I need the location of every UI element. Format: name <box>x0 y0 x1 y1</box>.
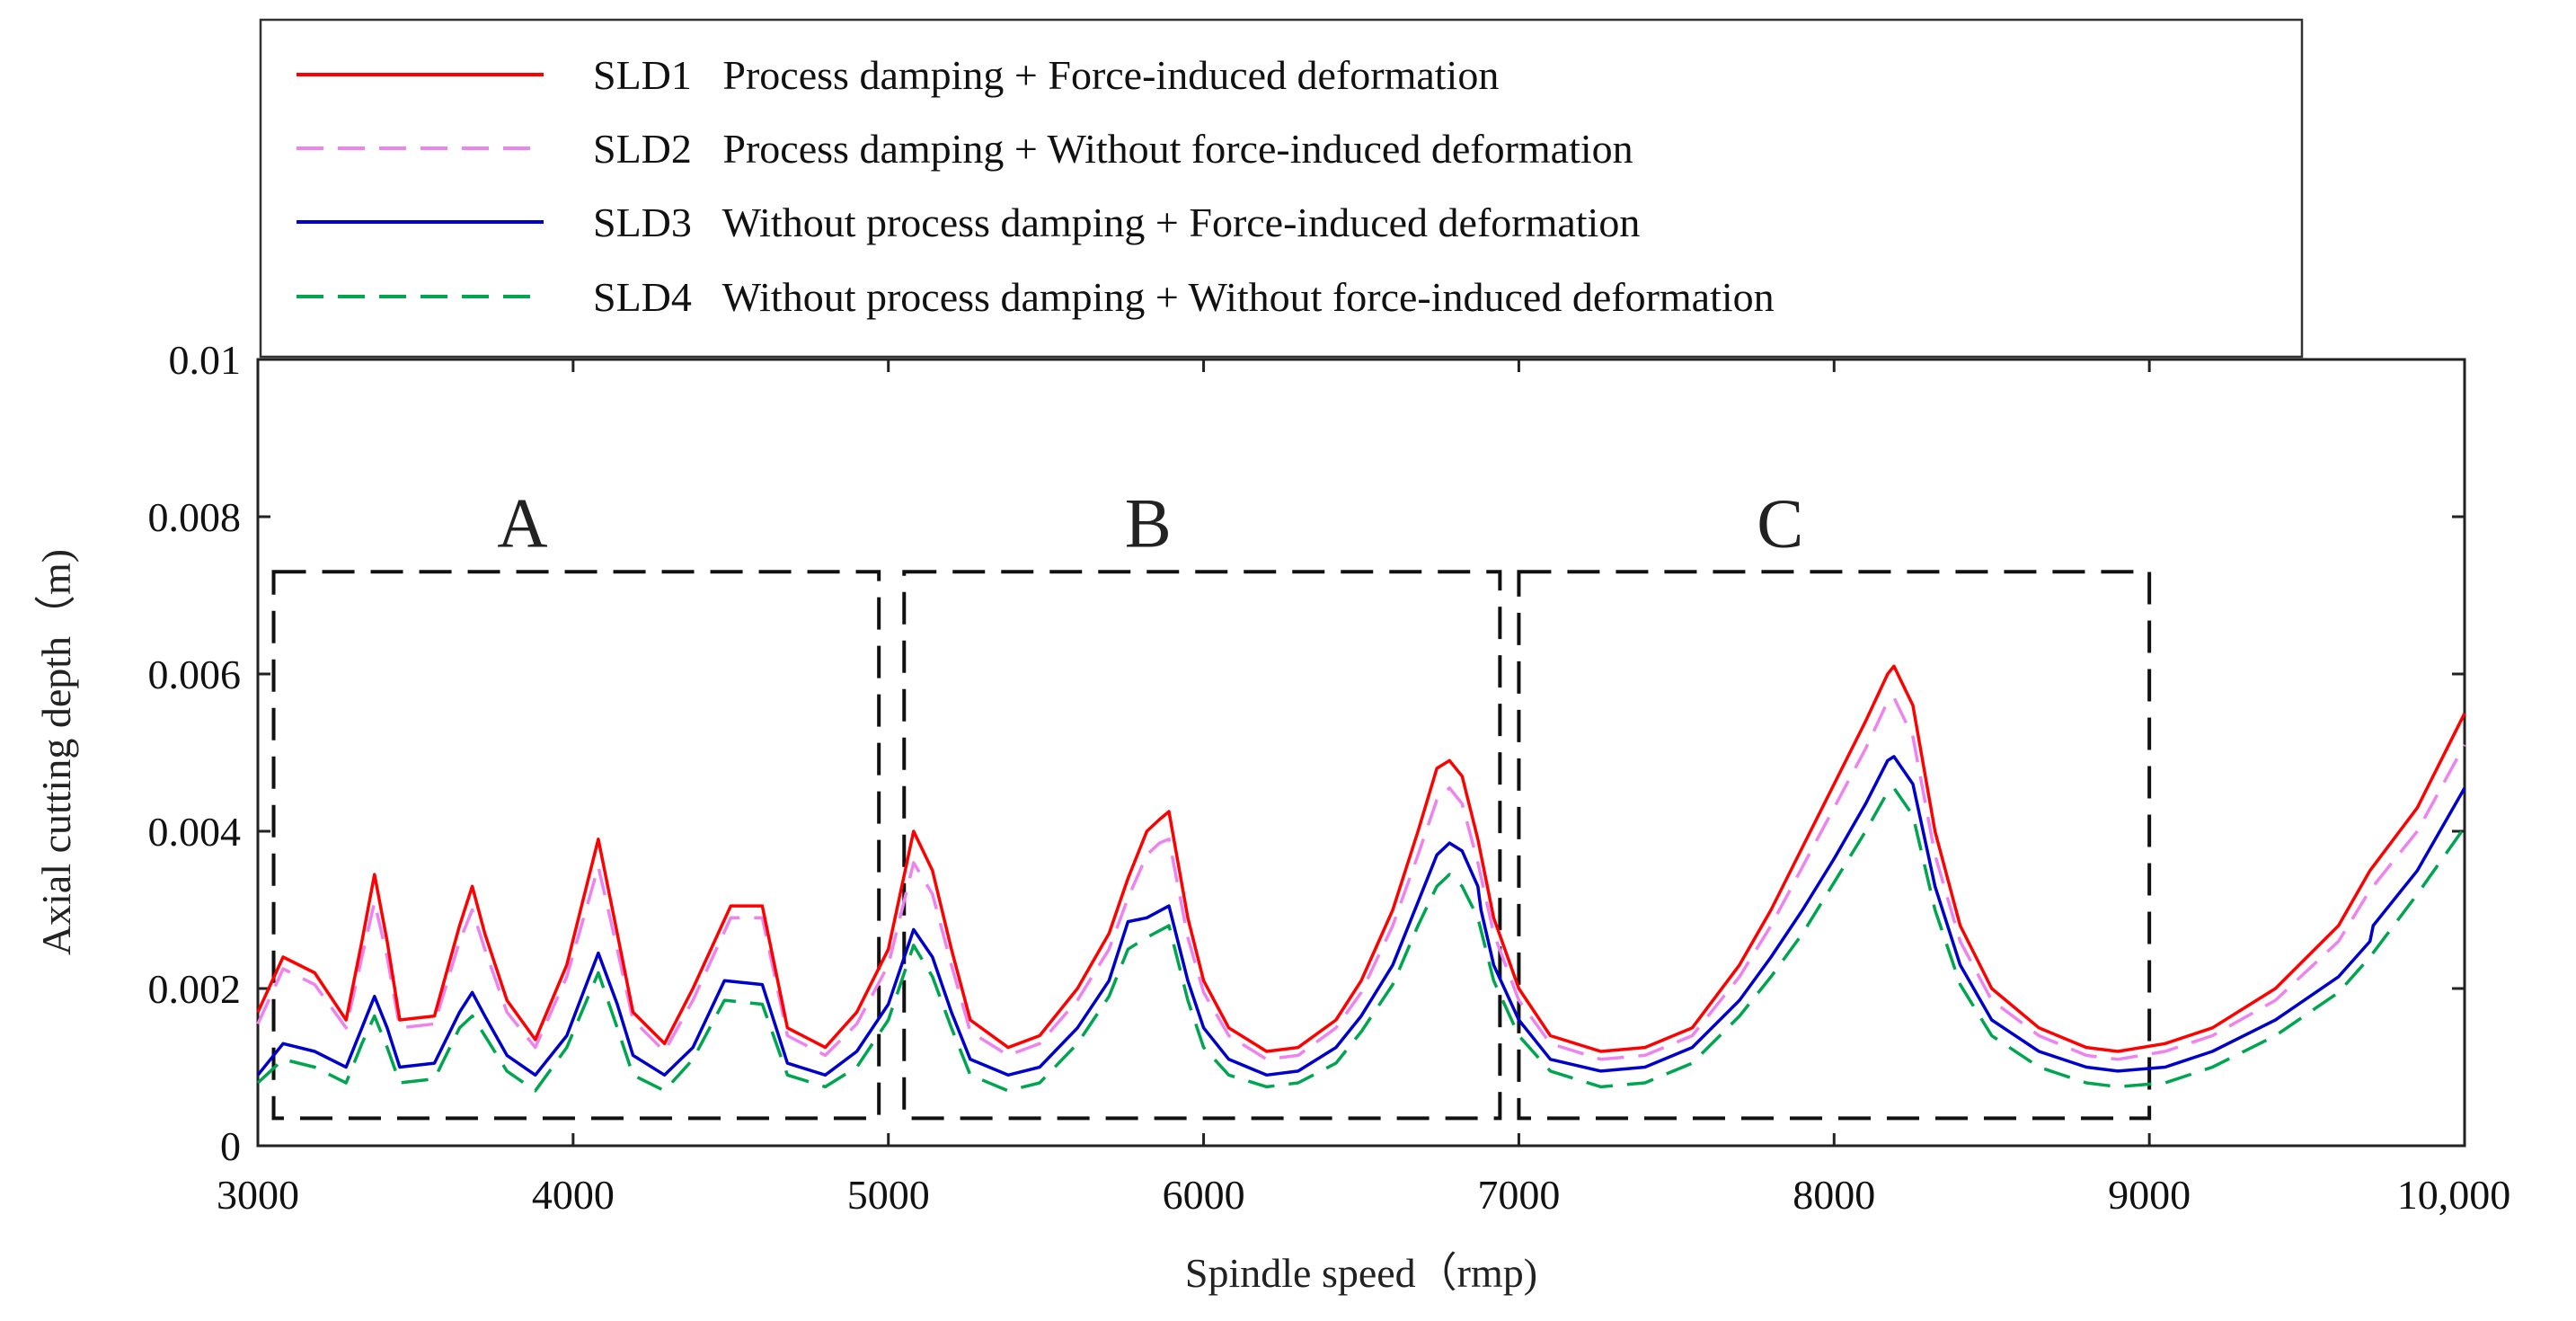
y-tick-label: 0.002 <box>148 966 242 1012</box>
legend-label-sld1: SLD1 Process damping + Force-induced def… <box>593 52 1499 98</box>
region-label-b: B <box>1125 483 1172 562</box>
x-tick-label: 5000 <box>847 1172 930 1218</box>
series-line-sld2 <box>256 696 2466 1061</box>
x-tick-label: 9000 <box>2108 1172 2191 1218</box>
legend-entry-sld3: SLD3 Without process damping + Force-ind… <box>297 199 1640 245</box>
y-tick-label: 0.004 <box>148 809 242 855</box>
y-axis-title: Axial cutting depth（m) <box>33 549 79 955</box>
x-tick-label: 6000 <box>1163 1172 1245 1218</box>
region-box-b <box>902 570 1502 1121</box>
legend: SLD1 Process damping + Force-induced def… <box>259 18 2304 359</box>
series-line-sld4 <box>256 786 2466 1093</box>
legend-entry-sld1: SLD1 Process damping + Force-induced def… <box>297 52 1499 98</box>
legend-label-sld3: SLD3 Without process damping + Force-ind… <box>593 199 1640 245</box>
region-box-c <box>1517 570 2152 1121</box>
series-line-sld3 <box>256 755 2466 1077</box>
y-tick-label: 0 <box>220 1123 241 1169</box>
legend-box <box>259 18 2304 359</box>
region-box-a <box>271 570 881 1121</box>
x-tick-label: 4000 <box>532 1172 615 1218</box>
x-tick-label: 10,000 <box>2397 1172 2511 1218</box>
legend-label-sld4: SLD4 Without process damping + Without f… <box>593 274 1775 320</box>
x-tick-label: 7000 <box>1477 1172 1560 1218</box>
x-tick-label: 3000 <box>217 1172 299 1218</box>
axis-ticks <box>256 358 2466 1148</box>
region-label-c: C <box>1757 483 1803 562</box>
y-tick-label: 0.006 <box>148 652 242 697</box>
legend-entry-sld4: SLD4 Without process damping + Without f… <box>297 274 1775 320</box>
y-tick-label: 0.01 <box>169 337 242 383</box>
region-boxes: A B C <box>271 483 2152 1121</box>
y-tick-label: 0.008 <box>148 494 242 540</box>
legend-label-sld2: SLD2 Process damping + Without force-ind… <box>593 126 1633 172</box>
plot-frame <box>256 358 2466 1148</box>
series-lines <box>256 664 2466 1093</box>
x-axis-title: Spindle speed（rmp) <box>1185 1250 1537 1296</box>
series-line-sld1 <box>256 664 2466 1053</box>
x-tick-label: 8000 <box>1793 1172 1875 1218</box>
tick-labels: 3000 4000 5000 6000 7000 8000 9000 10,000 0 0.002… <box>148 337 2511 1218</box>
region-label-a: A <box>497 483 547 562</box>
legend-entry-sld2: SLD2 Process damping + Without force-ind… <box>297 126 1633 172</box>
